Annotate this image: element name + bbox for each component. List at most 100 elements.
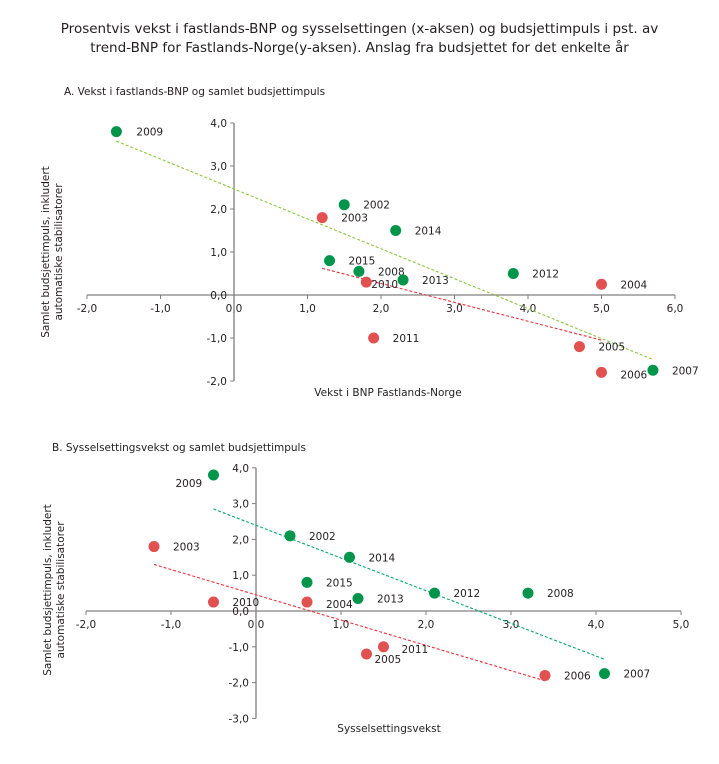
chart-a-point-2006	[596, 366, 607, 378]
chart-b-point-label-2005: 2005	[375, 654, 402, 666]
chart-a-point-2009	[110, 126, 122, 138]
chart-a-point-label-2005: 2005	[598, 342, 625, 354]
chart-a-x-tick-label: 1,0	[299, 303, 316, 315]
chart-a-point-label-2002: 2002	[363, 200, 390, 212]
chart-a-x-tick-label: 2,0	[373, 303, 390, 315]
chart-b-x-tick-label: 1,0	[333, 619, 350, 631]
chart-a-xlabel: Vekst i BNP Fastlands-Norge	[314, 387, 461, 399]
chart-a-point-2012	[507, 268, 519, 279]
chart-a-point-2002	[338, 199, 350, 211]
chart-b-point-label-2003: 2003	[173, 542, 200, 554]
chart-b-point-2002	[284, 530, 296, 542]
chart-a-x-tick-label: 6,0	[667, 303, 684, 315]
chart-b-ylabel-line-1: Samlet budsjettimpuls, inkludert	[42, 504, 54, 676]
chart-b-y-tick-label: 3,0	[232, 499, 249, 511]
chart-a-point-label-2009: 2009	[136, 127, 163, 139]
chart-b-point-2007	[599, 668, 610, 680]
chart-a-point-label-2006: 2006	[621, 369, 648, 381]
chart-a-point-label-2007: 2007	[672, 365, 699, 377]
chart-b-point-label-2002: 2002	[309, 531, 336, 543]
chart-a-y-tick-label: 1,0	[210, 247, 227, 259]
chart-a-point-2007	[647, 364, 659, 376]
chart-b-x-tick-label: 3,0	[503, 619, 520, 631]
chart-a-axes: -2,0 -1,0 0,0 1,0 2,0 3,0 4,0 5,0 6,0-2,0-1,00,0…	[77, 118, 684, 388]
chart-b-x-tick-label: -2,0	[76, 619, 97, 631]
chart-b-point-label-2008: 2008	[547, 588, 574, 600]
chart-b-point-2003	[148, 541, 160, 553]
chart-a-point-2013	[397, 274, 409, 286]
chart-b-point-2012	[429, 587, 440, 599]
chart-a-point-2014	[390, 225, 402, 236]
chart-b-title: B. Sysselsettingsvekst og samlet budsjet…	[52, 442, 306, 454]
chart-a-y-tick-label: -1,0	[207, 333, 228, 345]
chart-b-point-label-2010: 2010	[233, 597, 260, 609]
chart-b-point-label-2007: 2007	[624, 669, 651, 681]
chart-b-point-2005	[361, 648, 372, 660]
chart-b-point-2013	[352, 592, 364, 604]
chart-a-red-trend	[322, 267, 602, 341]
chart-b-y-tick-label: 4,0	[232, 463, 249, 475]
chart-a-point-label-2003: 2003	[341, 213, 368, 225]
chart-a-x-tick-label: -1,0	[150, 303, 171, 315]
chart-b-point-label-2011: 2011	[402, 644, 429, 656]
chart-b-point-label-2006: 2006	[564, 670, 591, 682]
chart-panel-b: B. Sysselsettingsvekst og samlet budsjet…	[42, 442, 689, 735]
chart-b-y-tick-label: -3,0	[229, 713, 250, 725]
figure-title-line-2: trend-BNP for Fastlands-Norge(y-aksen). …	[90, 40, 629, 56]
chart-b-point-label-2012: 2012	[454, 588, 481, 600]
chart-b-point-label-2009: 2009	[176, 478, 203, 490]
chart-b-y-tick-label: -1,0	[229, 642, 250, 654]
chart-a-point-2010	[360, 276, 372, 288]
chart-b-point-2008	[522, 587, 534, 599]
chart-a-y-tick-label: 3,0	[210, 161, 227, 173]
figure-title-line-1: Prosentvis vekst i fastlands-BNP og syss…	[60, 21, 659, 37]
chart-b-point-2015	[301, 576, 313, 588]
chart-a-point-2008	[353, 265, 365, 277]
chart-b-point-2010	[208, 596, 219, 608]
chart-a-point-2005	[573, 341, 585, 353]
chart-a-point-label-2010: 2010	[371, 279, 398, 291]
chart-a-point-label-2013: 2013	[422, 275, 449, 287]
chart-a-title: A. Vekst i fastlands-BNP og samlet budsj…	[64, 86, 325, 98]
chart-a-y-tick-label: 2,0	[210, 204, 227, 216]
chart-b-axes: -2,0 -1,0 0,0 1,0 2,0 3,0 4,0 5,0-3,0-2,0-1,00,…	[76, 463, 690, 726]
chart-a-y-tick-label: 4,0	[210, 118, 227, 130]
chart-panel-a: A. Vekst i fastlands-BNP og samlet budsj…	[40, 86, 699, 399]
chart-b-point-label-2015: 2015	[326, 577, 353, 589]
chart-a-y-tick-label: 0,0	[210, 290, 227, 302]
chart-b-red-trend	[153, 563, 546, 682]
chart-b-ylabel-line-2: automatiske stabilisatorer	[55, 521, 67, 659]
chart-b-point-2014	[344, 551, 355, 563]
chart-b-point-label-2013: 2013	[377, 593, 404, 605]
chart-b-y-tick-label: 0,0	[232, 606, 249, 618]
chart-b-x-tick-label: 5,0	[673, 619, 690, 631]
chart-a-x-tick-label: -2,0	[77, 303, 98, 315]
chart-a-point-label-2008: 2008	[378, 266, 405, 278]
figure-title: Prosentvis vekst i fastlands-BNP og syss…	[0, 20, 719, 58]
chart-a-x-tick-label: 4,0	[520, 303, 537, 315]
chart-b-point-2009	[208, 469, 219, 481]
chart-b-y-tick-label: -2,0	[229, 678, 250, 690]
chart-a-x-tick-label: 5,0	[593, 303, 610, 315]
chart-a-point-label-2014: 2014	[415, 226, 442, 238]
chart-b-points: 2009 2002 2014 2015 2013 2012 2008 2007 2003 2010…	[148, 469, 651, 682]
chart-b-point-2006	[539, 669, 551, 681]
chart-a-point-label-2012: 2012	[532, 269, 559, 281]
chart-a-ylabel-line-1: Samlet budsjettimpuls, inkludert	[40, 166, 52, 338]
chart-b-x-tick-label: 4,0	[588, 619, 605, 631]
chart-b-x-tick-label: 2,0	[418, 619, 435, 631]
chart-a-point-2011	[368, 332, 380, 344]
chart-a-green-trend	[116, 140, 654, 361]
chart-a-point-2004	[596, 278, 607, 290]
chart-b-point-label-2014: 2014	[369, 552, 396, 564]
chart-a-x-tick-label: 3,0	[446, 303, 463, 315]
chart-a-y-tick-label: -2,0	[207, 376, 228, 388]
chart-b-point-2004	[301, 596, 313, 608]
chart-a-point-label-2011: 2011	[393, 333, 420, 345]
chart-b-y-tick-label: 2,0	[232, 534, 249, 546]
chart-a-trendlines	[116, 140, 654, 361]
chart-b-y-tick-label: 1,0	[232, 570, 249, 582]
chart-b-trendlines	[153, 508, 605, 682]
chart-b-x-tick-label: -1,0	[161, 619, 182, 631]
